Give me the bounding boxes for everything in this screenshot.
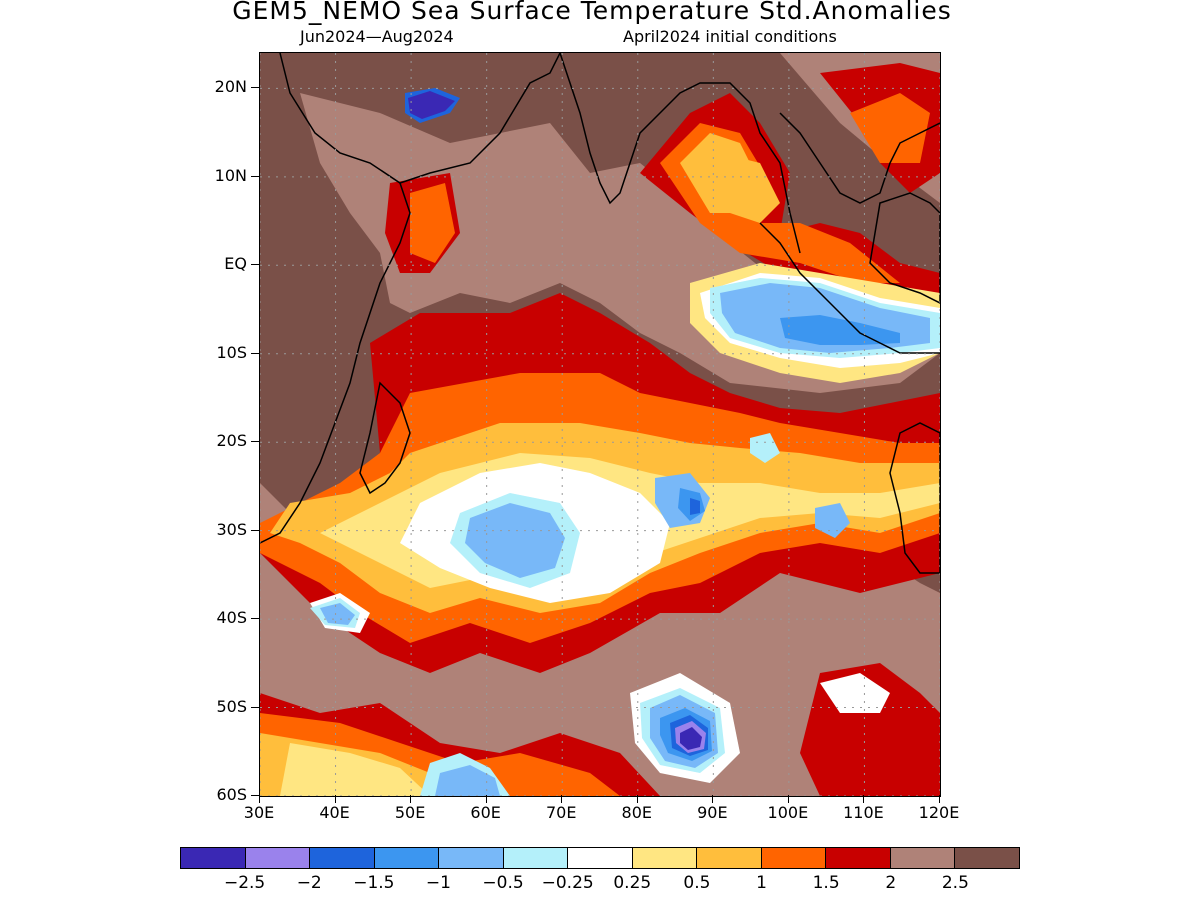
legend-value-label: −2.5 (223, 873, 266, 893)
lat-tick (251, 706, 259, 708)
lat-tick (251, 795, 259, 796)
lon-tick (787, 795, 789, 803)
lat-tick-label: 10S (216, 342, 247, 362)
legend-value-label: 0.25 (613, 873, 652, 893)
legend-swatch (503, 848, 569, 868)
lat-tick (251, 618, 259, 620)
lon-tick-label: 120E (918, 803, 960, 822)
legend-value-label: −1 (425, 873, 451, 893)
legend-swatch (632, 848, 698, 868)
legend-swatch (890, 848, 956, 868)
legend-swatch (955, 848, 1019, 868)
anomaly-map-canvas (260, 53, 940, 796)
lon-tick (863, 795, 865, 803)
lon-tick (410, 795, 412, 803)
lon-tick-label: 50E (394, 803, 426, 822)
legend-swatch (374, 848, 440, 868)
legend-value-label: −0.5 (482, 873, 524, 893)
lon-tick-label: 100E (767, 803, 809, 822)
lon-tick-label: 60E (470, 803, 501, 822)
legend-value-label: −1.5 (353, 873, 395, 893)
legend-swatch (826, 848, 891, 868)
legend-value-label: 2 (885, 873, 897, 893)
legend-value-label: −2 (296, 873, 322, 893)
legend-value-label: 1.5 (812, 873, 840, 893)
lat-tick (251, 264, 259, 266)
lon-tick-label: 30E (243, 803, 275, 822)
lat-tick (251, 175, 259, 177)
lon-tick (561, 795, 563, 803)
legend-value-label: 2.5 (941, 873, 969, 893)
lat-tick-label: 60S (216, 785, 247, 804)
lat-tick (251, 441, 259, 443)
lon-tick (712, 795, 714, 803)
lat-tick-label: EQ (224, 254, 247, 274)
lat-tick-label: 40S (216, 608, 247, 628)
lat-tick-label: 20S (216, 431, 247, 451)
map-title: GEM5_NEMO Sea Surface Temperature Std.An… (232, 0, 952, 25)
lon-tick-label: 110E (843, 803, 884, 822)
legend-swatch (761, 848, 827, 868)
lat-tick-label: 20N (214, 77, 247, 97)
lon-tick (939, 795, 940, 803)
lat-tick (251, 352, 259, 354)
coastlines (260, 53, 940, 574)
lon-tick (259, 795, 260, 803)
lon-tick-label: 80E (621, 803, 652, 822)
legend-swatch (439, 848, 504, 868)
lon-tick-label: 40E (319, 803, 350, 822)
lon-tick (636, 795, 638, 803)
legend-swatch (310, 848, 375, 868)
initial-conditions: April2024 initial conditions (623, 27, 837, 46)
legend-value-label: −0.25 (541, 873, 594, 893)
map-grid (260, 53, 940, 796)
legend-value-label: 1 (756, 873, 767, 893)
lat-tick-label: 10N (214, 165, 247, 185)
legend-swatch (245, 848, 311, 868)
legend-swatch (181, 848, 246, 868)
anomaly-map (259, 52, 941, 797)
lat-tick (251, 87, 259, 89)
lon-tick-label: 90E (697, 803, 728, 822)
anomaly-band-lt--2.5 (408, 91, 702, 750)
legend-swatch (568, 848, 633, 868)
legend-swatch (697, 848, 762, 868)
lat-tick-label: 30S (216, 519, 247, 539)
color-legend (180, 847, 1020, 869)
lat-tick-label: 50S (216, 696, 247, 716)
lon-tick-label: 70E (545, 803, 577, 822)
forecast-period: Jun2024—Aug2024 (300, 27, 454, 46)
lat-tick (251, 529, 259, 531)
lon-tick (485, 795, 487, 803)
lon-tick (334, 795, 336, 803)
legend-value-label: 0.5 (683, 873, 711, 893)
